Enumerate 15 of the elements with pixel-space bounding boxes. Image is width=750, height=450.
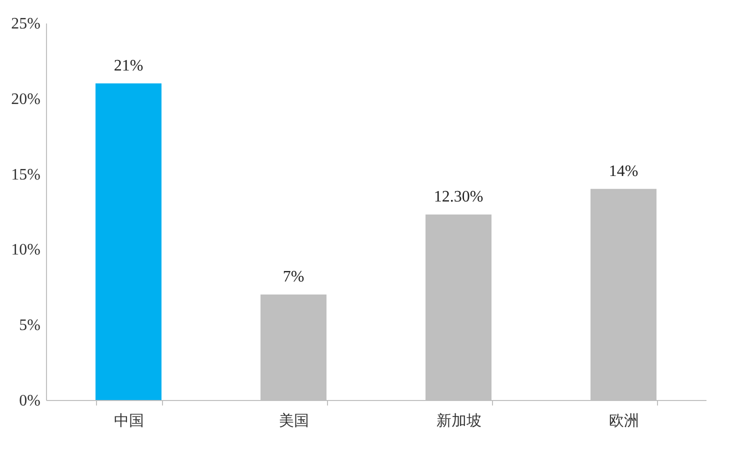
data-label: 14% xyxy=(608,162,638,180)
data-label: 12.30% xyxy=(434,188,484,206)
x-tick-label: 美国 xyxy=(279,412,309,430)
x-tick-label: 中国 xyxy=(114,412,144,430)
y-tick-label: 10% xyxy=(11,242,40,259)
x-tick-label: 新加坡 xyxy=(436,412,482,430)
data-label: 21% xyxy=(114,57,144,74)
y-tick-label: 15% xyxy=(11,166,40,184)
y-tick-label: 0% xyxy=(19,392,40,410)
y-tick-label: 20% xyxy=(11,90,40,108)
bar xyxy=(96,83,162,400)
y-tick-label: 25% xyxy=(11,16,40,32)
x-tick-label: 欧洲 xyxy=(609,412,639,430)
data-label: 7% xyxy=(282,268,304,286)
y-tick-label: 5% xyxy=(19,317,40,334)
